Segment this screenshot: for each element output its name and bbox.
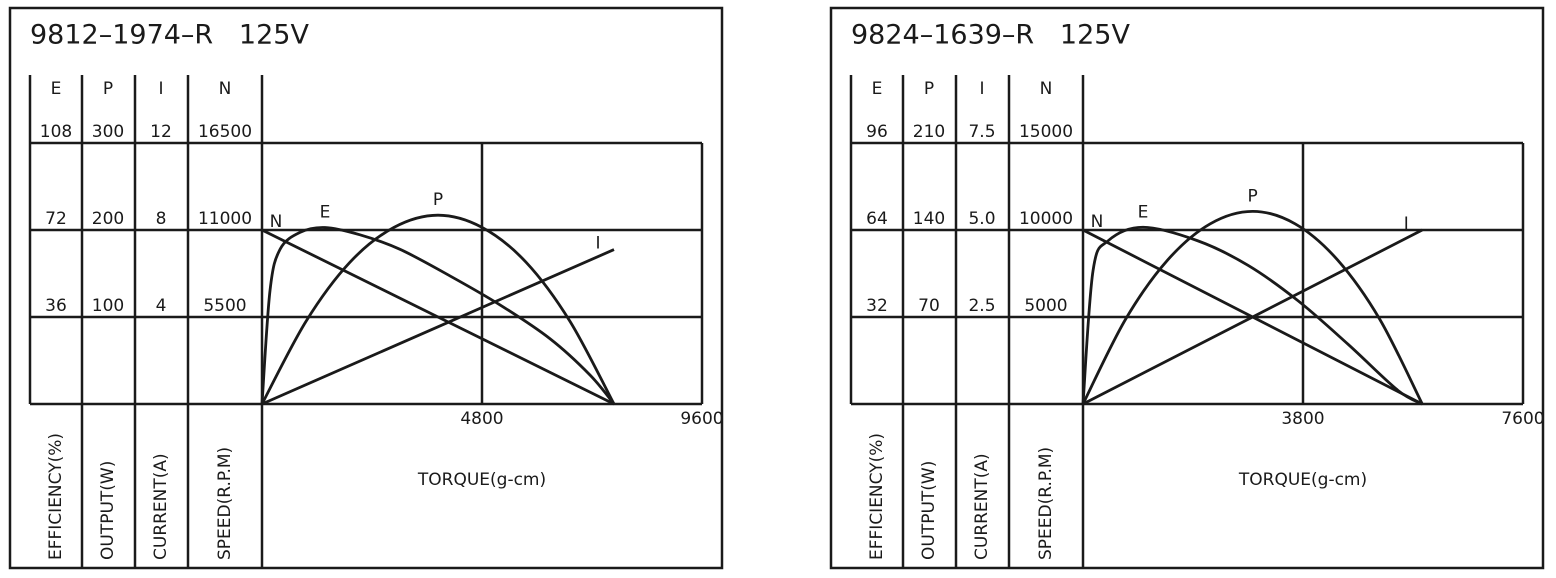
axis-label: OUTPUT(W)	[919, 461, 939, 560]
y-tick-label: 300	[92, 122, 124, 142]
curve-label: E	[1138, 202, 1149, 222]
axis-name: E	[51, 79, 62, 99]
y-tick-label: 15000	[1019, 122, 1073, 142]
y-tick-label: 10000	[1019, 209, 1073, 229]
chart-title: 9812–1974–R 125V	[30, 20, 309, 51]
curve	[261, 228, 615, 406]
y-tick-label: 70	[918, 296, 940, 316]
x-tick-label: 4800	[460, 409, 503, 429]
x-tick-label: 9600	[680, 409, 723, 429]
y-tick-label: 11000	[198, 209, 252, 229]
axis-label: CURRENT(A)	[151, 453, 171, 560]
y-tick-label: 200	[92, 209, 124, 229]
y-tick-label: 36	[45, 296, 67, 316]
axis-name: P	[103, 79, 113, 99]
curve	[260, 226, 616, 405]
y-tick-label: 32	[866, 296, 888, 316]
axis-name: N	[219, 79, 232, 99]
axis-label: CURRENT(A)	[972, 453, 992, 560]
curve-label: N	[1091, 212, 1104, 232]
y-tick-label: 5000	[1024, 296, 1067, 316]
curve-label: P	[1247, 186, 1257, 206]
y-tick-label: 72	[45, 209, 67, 229]
frame	[829, 6, 1545, 570]
y-tick-label: 5.0	[968, 209, 995, 229]
axis-label: EFFICIENCY(%)	[867, 433, 887, 560]
y-tick-label: 100	[92, 296, 124, 316]
y-tick-label: 140	[913, 209, 945, 229]
axis-name: I	[158, 79, 163, 99]
axis-label: OUTPUT(W)	[98, 461, 118, 560]
y-tick-label: 8	[156, 209, 167, 229]
curve	[260, 213, 616, 405]
axis-name: I	[979, 79, 984, 99]
x-tick-label: 7600	[1501, 409, 1544, 429]
y-tick-label: 12	[150, 122, 172, 142]
y-tick-label: 16500	[198, 122, 252, 142]
y-tick-label: 2.5	[968, 296, 995, 316]
axis-label: SPEED(R.P.M)	[215, 447, 235, 560]
curve-label: I	[595, 234, 600, 254]
curve-label: P	[433, 190, 443, 210]
x-axis-label: TORQUE(g-cm)	[1238, 470, 1367, 490]
curve-label: N	[270, 212, 283, 232]
y-tick-label: 108	[40, 122, 72, 142]
axis-name: N	[1040, 79, 1053, 99]
curve	[1081, 209, 1424, 405]
axis-label: SPEED(R.P.M)	[1036, 447, 1056, 560]
curve-label: E	[320, 203, 331, 223]
curve	[1082, 228, 1423, 406]
x-axis-label: TORQUE(g-cm)	[417, 470, 546, 490]
axis-name: E	[872, 79, 883, 99]
y-tick-label: 4	[156, 296, 167, 316]
y-tick-label: 5500	[203, 296, 246, 316]
y-tick-label: 210	[913, 122, 945, 142]
y-tick-label: 96	[866, 122, 888, 142]
chart-title: 9824–1639–R 125V	[851, 20, 1130, 51]
x-tick-label: 3800	[1281, 409, 1324, 429]
curve-label: I	[1404, 214, 1409, 234]
curve	[261, 248, 615, 406]
axis-label: EFFICIENCY(%)	[46, 433, 66, 560]
y-tick-label: 7.5	[968, 122, 995, 142]
y-tick-label: 64	[866, 209, 888, 229]
frame	[8, 6, 724, 570]
axis-name: P	[924, 79, 934, 99]
curve	[1081, 225, 1423, 406]
